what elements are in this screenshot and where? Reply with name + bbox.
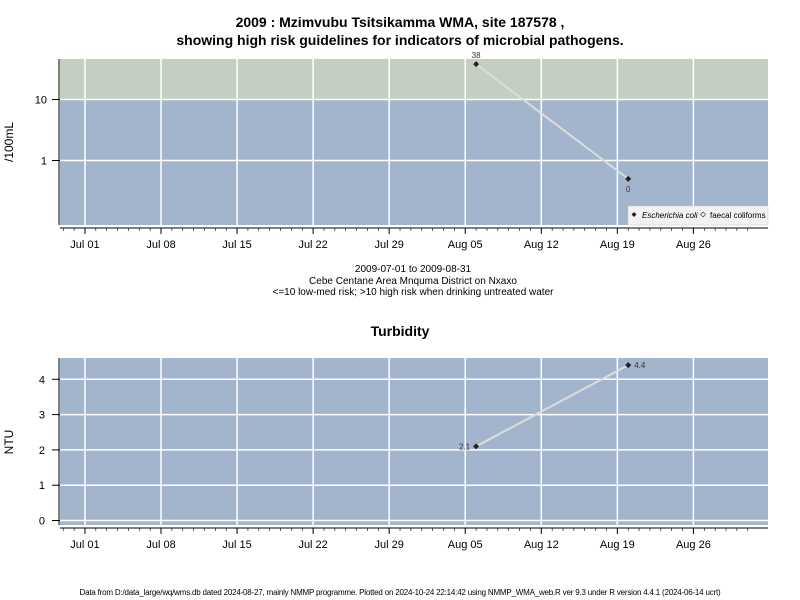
site-description-caption: Cebe Centane Area Mnquma District on Nxa… (309, 276, 517, 287)
data-source-footer: Data from D:/data_large/wq/wms.db dated … (79, 588, 721, 597)
high-risk-band (60, 59, 768, 100)
risk-guideline-caption: <=10 low-med risk; >10 high risk when dr… (272, 287, 554, 298)
turbidity-series-line (475, 364, 629, 448)
turbidity-y-tick-label: 1 (39, 480, 45, 492)
ecoli-series-line (475, 63, 629, 180)
ecoli-data-point (625, 175, 632, 182)
turbidity-chart-title: Turbidity (370, 323, 430, 339)
legend-box (627, 205, 769, 226)
turbidity-x-tick-label: Aug 26 (676, 539, 711, 551)
date-range-caption: 2009-07-01 to 2009-08-31 (354, 264, 472, 275)
microbial-y-tick-label: 1 (41, 156, 47, 168)
microbial-y-tick-label: 10 (35, 95, 47, 107)
microbial-x-tick-label: Jul 15 (222, 239, 251, 251)
microbial-x-tick-label: Jul 08 (146, 239, 175, 251)
low-risk-band (60, 99, 768, 225)
microbial-x-tick-label: Aug 26 (676, 239, 711, 251)
turbidity-x-tick-label: Aug 19 (600, 539, 635, 551)
ecoli-data-label: 38 (472, 51, 481, 60)
turbidity-x-tick-label: Aug 12 (524, 539, 559, 551)
turbidity-data-label: 2.1 (459, 442, 471, 451)
legend-ecoli-marker (631, 212, 637, 217)
legend-faecal-label: faecal coliforms (710, 211, 766, 220)
turbidity-x-tick-label: Jul 22 (298, 539, 327, 551)
turbidity-y-tick-label: 0 (39, 516, 45, 528)
turbidity-data-point (625, 362, 632, 369)
turbidity-plot-background (60, 358, 768, 525)
turbidity-y-tick-label: 3 (39, 410, 45, 422)
microbial-x-tick-label: Jul 29 (375, 239, 404, 251)
turbidity-x-tick-label: Jul 08 (146, 539, 175, 551)
microbial-y-axis-label: /100mL (2, 122, 16, 162)
ecoli-data-label: 0 (626, 185, 631, 194)
turbidity-x-tick-label: Jul 29 (375, 539, 404, 551)
turbidity-y-tick-label: 2 (39, 445, 45, 457)
chart-title-line2: showing high risk guidelines for indicat… (176, 32, 624, 48)
microbial-x-tick-label: Aug 05 (448, 239, 483, 251)
turbidity-data-point (473, 443, 480, 450)
turbidity-data-label: 4.4 (634, 361, 646, 370)
legend-ecoli-label: Escherichia coli (642, 211, 698, 220)
microbial-x-tick-label: Jul 01 (70, 239, 99, 251)
chart-title-line1: 2009 : Mzimvubu Tsitsikamma WMA, site 18… (235, 14, 565, 30)
ecoli-data-point (473, 61, 480, 68)
legend-faecal-marker (700, 211, 706, 218)
turbidity-x-tick-label: Jul 15 (222, 539, 251, 551)
microbial-x-tick-label: Aug 19 (600, 239, 635, 251)
turbidity-x-tick-label: Jul 01 (70, 539, 99, 551)
turbidity-x-tick-label: Aug 05 (448, 539, 483, 551)
turbidity-y-tick-label: 4 (39, 374, 45, 386)
microbial-x-tick-label: Jul 22 (298, 239, 327, 251)
turbidity-y-axis-label: NTU (2, 430, 16, 455)
microbial-x-tick-label: Aug 12 (524, 239, 559, 251)
